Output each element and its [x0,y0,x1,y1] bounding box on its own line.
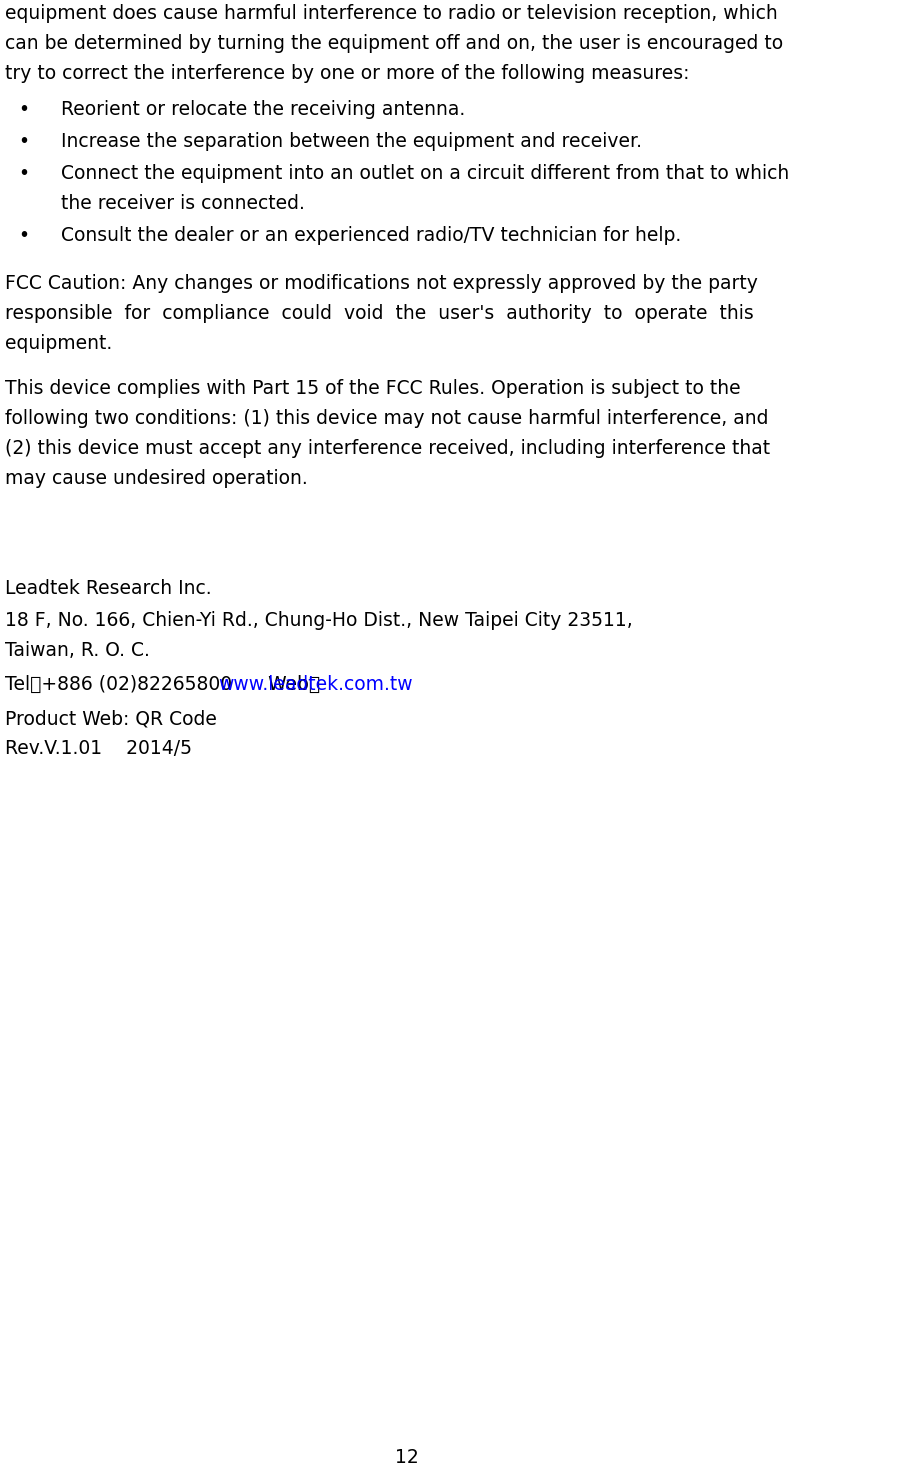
Text: Leadtek Research Inc.: Leadtek Research Inc. [5,578,212,598]
Text: Consult the dealer or an experienced radio/TV technician for help.: Consult the dealer or an experienced rad… [61,225,681,244]
Text: can be determined by turning the equipment off and on, the user is encouraged to: can be determined by turning the equipme… [5,34,784,53]
Text: Taiwan, R. O. C.: Taiwan, R. O. C. [5,642,150,659]
Text: equipment.: equipment. [5,334,112,352]
Text: (2) this device must accept any interference received, including interference th: (2) this device must accept any interfer… [5,439,770,458]
Text: the receiver is connected.: the receiver is connected. [61,194,306,213]
Text: may cause undesired operation.: may cause undesired operation. [5,470,308,489]
Text: Product Web: QR Code: Product Web: QR Code [5,710,218,729]
Text: Connect the equipment into an outlet on a circuit different from that to which: Connect the equipment into an outlet on … [61,163,789,183]
Text: 12: 12 [395,1448,418,1468]
Text: responsible  for  compliance  could  void  the  user's  authority  to  operate  : responsible for compliance could void th… [5,303,754,322]
Text: Tel：+886 (02)82265800      Web：: Tel：+886 (02)82265800 Web： [5,676,321,695]
Text: This device complies with Part 15 of the FCC Rules. Operation is subject to the: This device complies with Part 15 of the… [5,380,741,399]
Text: Reorient or relocate the receiving antenna.: Reorient or relocate the receiving anten… [61,100,466,119]
Text: •: • [18,100,29,119]
Text: following two conditions: (1) this device may not cause harmful interference, an: following two conditions: (1) this devic… [5,409,769,428]
Text: •: • [18,132,29,150]
Text: 18 F, No. 166, Chien-Yi Rd., Chung-Ho Dist., New Taipei City 23511,: 18 F, No. 166, Chien-Yi Rd., Chung-Ho Di… [5,611,633,630]
Text: equipment does cause harmful interference to radio or television reception, whic: equipment does cause harmful interferenc… [5,4,779,24]
Text: FCC Caution: Any changes or modifications not expressly approved by the party: FCC Caution: Any changes or modification… [5,274,758,293]
Text: www.leadtek.com.tw: www.leadtek.com.tw [218,676,414,695]
Text: Rev.V.1.01    2014/5: Rev.V.1.01 2014/5 [5,739,192,758]
Text: •: • [18,225,29,244]
Text: Increase the separation between the equipment and receiver.: Increase the separation between the equi… [61,132,643,150]
Text: •: • [18,163,29,183]
Text: try to correct the interference by one or more of the following measures:: try to correct the interference by one o… [5,63,690,82]
